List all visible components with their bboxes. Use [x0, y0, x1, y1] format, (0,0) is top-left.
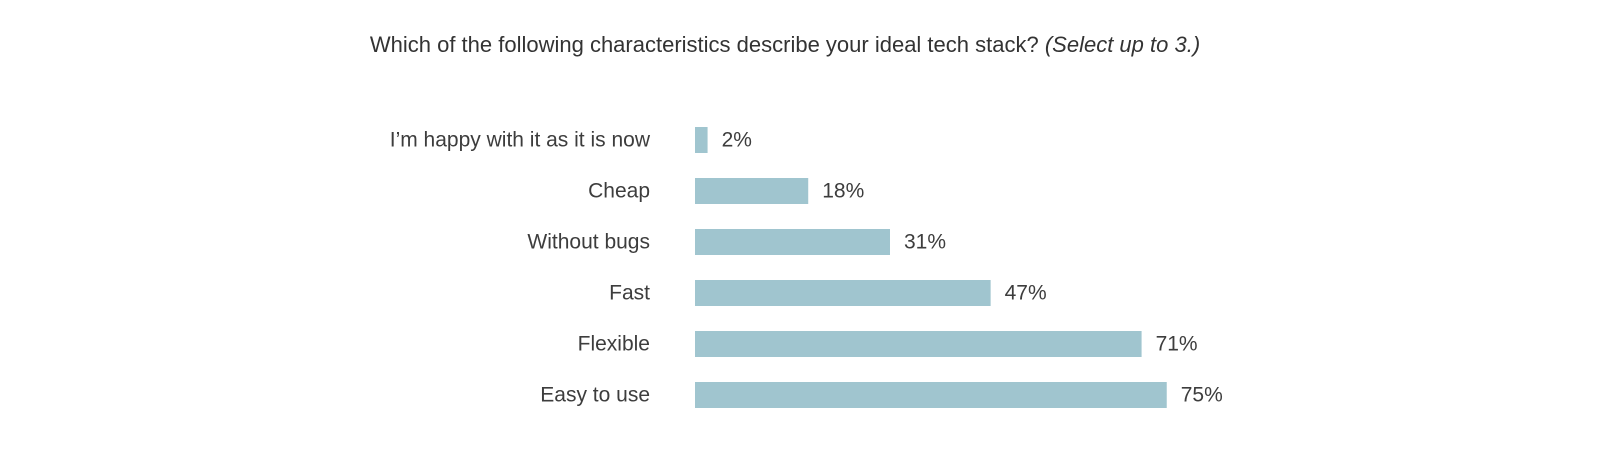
bar — [695, 331, 1142, 357]
value-label: 2% — [722, 129, 752, 152]
category-label: Cheap — [588, 180, 650, 203]
category-label: Without bugs — [527, 231, 650, 254]
value-label: 75% — [1181, 384, 1223, 407]
chart-subtitle: (Select up to 3.) — [1045, 32, 1200, 57]
category-label: Easy to use — [540, 384, 650, 407]
bar — [695, 229, 890, 255]
chart-title: Which of the following characteristics d… — [370, 32, 1039, 57]
value-label: 71% — [1156, 333, 1198, 356]
value-label: 18% — [822, 180, 864, 203]
value-label: 31% — [904, 231, 946, 254]
bar — [695, 127, 708, 153]
category-label: Flexible — [578, 333, 650, 356]
bar — [695, 382, 1167, 408]
chart-title-line: Which of the following characteristics d… — [370, 32, 1200, 57]
bar — [695, 178, 809, 204]
bar — [695, 280, 991, 306]
value-label: 47% — [1005, 282, 1047, 305]
category-label: Fast — [609, 282, 650, 305]
category-label: I’m happy with it as it is now — [390, 129, 651, 152]
